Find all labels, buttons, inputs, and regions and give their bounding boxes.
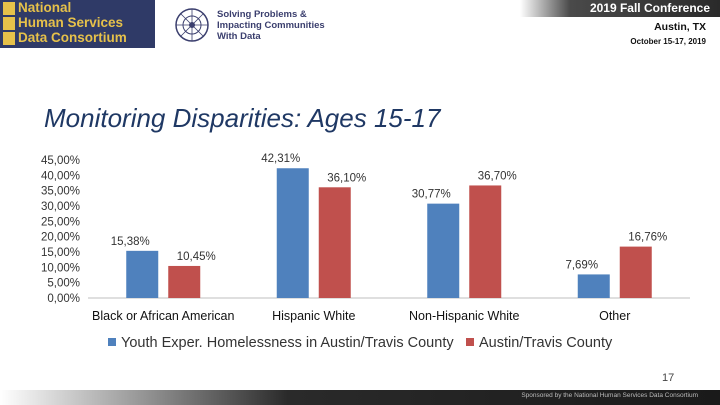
nhsdc-logo: National Human Services Data Consortium xyxy=(0,0,155,48)
legend-item-series-2: Austin/Travis County xyxy=(466,335,612,351)
page-number: 17 xyxy=(662,372,675,384)
legend-swatch-series-1 xyxy=(108,338,116,346)
logo-line-3: Data Consortium xyxy=(18,30,127,45)
conference-dates: October 15-17, 2019 xyxy=(630,37,706,46)
tagline-line-3: With Data xyxy=(217,31,261,42)
bar-1 xyxy=(427,203,460,298)
bar-2 xyxy=(469,185,502,298)
y-tick-label: 40,00% xyxy=(41,170,80,182)
y-tick-label: 30,00% xyxy=(41,201,80,213)
y-tick-label: 0,00% xyxy=(47,293,80,305)
footer-sponsor-text: Sponsored by the National Human Services… xyxy=(521,392,698,399)
conference-city: Austin, TX xyxy=(654,21,706,33)
footer-bar: Sponsored by the National Human Services… xyxy=(0,390,720,405)
data-label: 36,70% xyxy=(478,170,517,182)
y-tick-label: 15,00% xyxy=(41,247,80,259)
data-label: 30,77% xyxy=(412,189,451,201)
logo-line-1: National xyxy=(18,0,72,15)
data-label: 15,38% xyxy=(111,236,150,248)
category-label: Hispanic White xyxy=(272,309,355,323)
legend-label-series-1: Youth Exper. Homelessness in Austin/Trav… xyxy=(121,335,454,351)
bar-1 xyxy=(126,250,159,298)
y-tick-label: 20,00% xyxy=(41,232,80,244)
conference-title: 2019 Fall Conference xyxy=(589,1,710,15)
category-label: Other xyxy=(599,309,630,323)
logo-line-2: Human Services xyxy=(18,15,124,30)
y-tick-label: 45,00% xyxy=(41,155,80,167)
legend-item-series-1: Youth Exper. Homelessness in Austin/Trav… xyxy=(108,335,454,351)
bar-1 xyxy=(276,168,309,298)
bar-2 xyxy=(168,265,201,298)
legend-swatch-series-2 xyxy=(466,338,474,346)
data-label: 16,76% xyxy=(628,232,667,244)
data-label: 36,10% xyxy=(327,172,366,184)
tagline: Solving Problems & Impacting Communities… xyxy=(217,9,325,42)
bar-2 xyxy=(318,187,351,298)
header: National Human Services Data Consortium … xyxy=(0,0,720,50)
bar-1 xyxy=(577,274,610,298)
slide-title: Monitoring Disparities: Ages 15-17 xyxy=(44,103,441,133)
y-tick-label: 25,00% xyxy=(41,216,80,228)
y-tick-label: 35,00% xyxy=(41,186,80,198)
data-label: 10,45% xyxy=(177,251,216,263)
data-label: 7,69% xyxy=(565,259,598,271)
data-label: 42,31% xyxy=(261,153,300,165)
category-label: Non-Hispanic White xyxy=(409,309,520,323)
y-tick-label: 5,00% xyxy=(47,278,80,290)
tagline-line-2: Impacting Communities xyxy=(217,20,325,31)
legend-label-series-2: Austin/Travis County xyxy=(479,335,613,351)
bar-chart: 0,00% 5,00% 10,00% 15,00% 20,00% 25,00% 30,00%… xyxy=(41,153,690,323)
chart-legend: Youth Exper. Homelessness in Austin/Trav… xyxy=(0,335,720,355)
bar-2 xyxy=(619,246,652,298)
category-label: Black or African American xyxy=(92,309,234,323)
circuit-globe-icon xyxy=(175,8,209,42)
conference-banner: 2019 Fall Conference xyxy=(520,0,720,17)
tagline-line-1: Solving Problems & xyxy=(217,9,307,20)
y-tick-label: 10,00% xyxy=(41,262,80,274)
